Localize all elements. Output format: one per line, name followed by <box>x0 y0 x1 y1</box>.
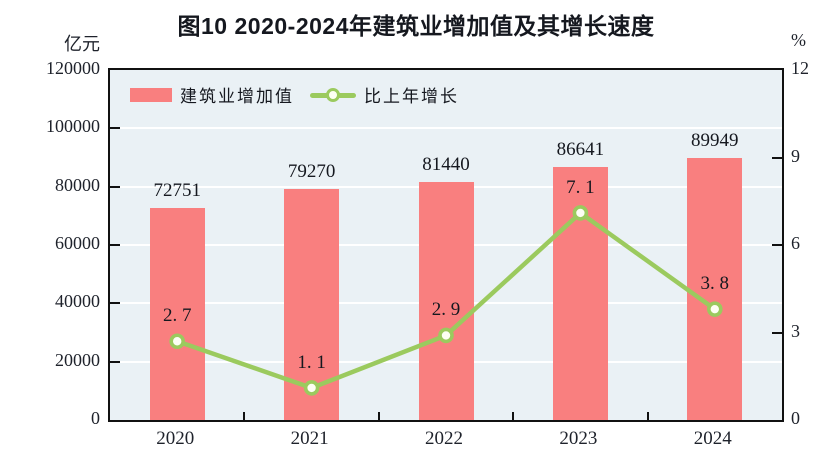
bar-value-label: 72751 <box>153 179 201 201</box>
left-axis-tick-label: 40000 <box>55 291 100 312</box>
plot-area: 建筑业增加值 比上年增长 72751 79270 81440 86641 89949 2.… <box>108 68 784 422</box>
x-axis-tick <box>377 412 380 420</box>
line-marker-2021 <box>303 380 320 396</box>
x-axis-label-2021: 2021 <box>290 428 329 449</box>
x-axis-tick <box>512 412 515 420</box>
left-axis-tick-label: 120000 <box>46 58 100 78</box>
bar-value-label: 79270 <box>287 160 336 182</box>
left-axis-tick-label: 20000 <box>55 349 100 370</box>
line-marker-2022 <box>438 327 454 344</box>
left-axis-tick <box>110 360 120 363</box>
legend: 建筑业增加值 比上年增长 <box>130 82 475 107</box>
line-point-label: 7. 1 <box>566 176 595 198</box>
line-marker-2023 <box>572 205 589 221</box>
bar-2020 <box>149 207 205 420</box>
right-axis-tick-label: 6 <box>791 233 800 253</box>
x-axis-label-2023: 2023 <box>559 428 598 449</box>
line-marker-2024 <box>706 301 723 317</box>
bar-value-label: 81440 <box>422 154 470 176</box>
x-axis-label-2020: 2020 <box>156 428 195 449</box>
line-point-label: 2. 9 <box>431 299 461 321</box>
x-axis-label-2024: 2024 <box>693 428 732 449</box>
growth-line-chart <box>169 205 723 396</box>
left-axis-unit: 亿元 <box>64 34 100 54</box>
right-axis-tick <box>772 156 782 159</box>
left-axis-tick <box>110 185 120 188</box>
right-axis-tick-label: 3 <box>791 320 800 341</box>
bar-value-label: 89949 <box>691 129 739 151</box>
right-axis-tick-label: 9 <box>791 145 800 166</box>
legend-bar-label: 建筑业增加值 <box>180 87 294 106</box>
right-axis-tick-label: 12 <box>791 58 809 78</box>
right-axis-tick <box>772 331 782 334</box>
line-marker-2020 <box>169 333 185 350</box>
line-point-label: 1. 1 <box>297 351 326 373</box>
right-axis-tick-label: 0 <box>791 408 800 428</box>
right-axis-tick <box>772 244 782 246</box>
left-axis-tick-label: 0 <box>91 408 100 428</box>
legend-bar-swatch <box>130 87 172 102</box>
left-axis-tick <box>110 127 120 130</box>
line-point-label: 2. 7 <box>162 305 192 327</box>
line-point-label: 3. 8 <box>700 273 730 295</box>
chart-title: 图10 2020-2024年建筑业增加值及其增长速度 <box>177 13 655 39</box>
legend-line-label: 比上年增长 <box>364 87 459 106</box>
left-axis-tick-label: 80000 <box>55 174 100 195</box>
left-axis-tick-label: 60000 <box>55 233 100 253</box>
gridline <box>110 127 782 130</box>
bar-2022 <box>418 182 474 420</box>
bar-2024 <box>687 157 743 420</box>
legend-line-swatch <box>310 87 356 103</box>
right-axis-unit: % <box>791 30 806 50</box>
bar-value-label: 86641 <box>556 139 605 161</box>
x-axis-tick <box>646 412 649 420</box>
left-axis-tick <box>110 302 120 305</box>
left-axis-tick <box>110 244 120 246</box>
legend-line-marker-icon <box>326 87 340 102</box>
left-axis-tick-label: 100000 <box>46 116 100 137</box>
x-axis-label-2022: 2022 <box>425 428 463 449</box>
x-axis-tick <box>243 412 246 420</box>
